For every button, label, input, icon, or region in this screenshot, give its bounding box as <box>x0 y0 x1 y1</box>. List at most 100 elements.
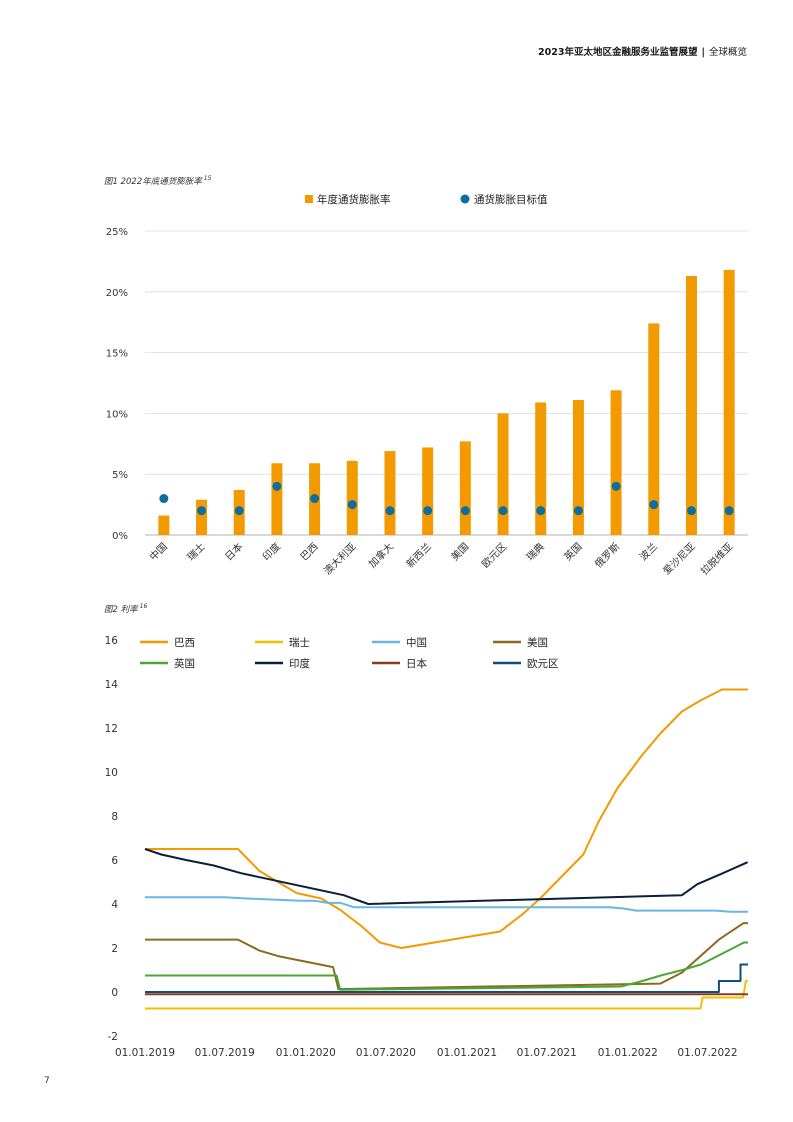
figure2-caption-text: 图2 利率 <box>104 605 138 615</box>
target-dot-11 <box>573 506 583 516</box>
y-tick-label: 16 <box>105 635 119 647</box>
x-tick-label: 拉脱维亚 <box>698 540 735 577</box>
y-tick-label: 6 <box>111 855 118 867</box>
figure1-caption: 图1 2022年底通货膨胀率 15 <box>104 175 211 187</box>
y-tick-label: 15% <box>106 349 128 360</box>
target-dot-7 <box>423 506 433 516</box>
header-separator: | <box>701 47 705 58</box>
y-tick-label: 5% <box>112 470 128 481</box>
bar-0 <box>158 515 170 535</box>
y-tick-label: 0 <box>111 987 118 999</box>
bar-15 <box>723 269 735 535</box>
bar-3 <box>271 463 283 535</box>
y-tick-label: 0% <box>112 531 128 542</box>
figure2-caption: 图2 利率 16 <box>104 603 147 615</box>
figure2-ref: 16 <box>139 603 148 611</box>
y-tick-label: -2 <box>108 1031 118 1043</box>
target-dot-5 <box>347 500 357 510</box>
y-tick-label: 20% <box>106 288 128 299</box>
target-dot-9 <box>498 506 508 516</box>
target-dot-12 <box>611 481 621 491</box>
x-tick-label: 01.07.2021 <box>517 1047 577 1059</box>
x-tick-label: 01.07.2020 <box>356 1047 416 1059</box>
x-tick-label: 爱沙尼亚 <box>660 540 697 577</box>
x-tick-label: 01.01.2019 <box>115 1047 175 1059</box>
bar-7 <box>422 447 434 535</box>
target-dot-3 <box>272 481 282 491</box>
legend-label-5: 印度 <box>289 657 310 670</box>
target-dot-6 <box>385 506 395 516</box>
interest-rate-line-chart: -2 0 2 4 6 8 10 12 14 16 01.01.2019 01.07.2019 01.01… <box>105 635 749 1059</box>
bar-9 <box>497 413 509 535</box>
x-tick-label: 01.07.2019 <box>195 1047 255 1059</box>
series-line-7 <box>145 963 748 993</box>
target-dot-2 <box>234 506 244 516</box>
x-tick-label: 01.01.2021 <box>437 1047 497 1059</box>
figure1-caption-text: 图1 2022年底通货膨胀率 <box>104 177 202 187</box>
x-tick-label: 印度 <box>260 540 283 563</box>
x-tick-label: 01.01.2022 <box>598 1047 658 1059</box>
x-tick-label: 01.01.2020 <box>276 1047 336 1059</box>
bar-14 <box>685 275 697 535</box>
y-tick-label: 25% <box>106 227 128 238</box>
y-tick-label: 12 <box>105 723 118 735</box>
bar-11 <box>572 400 584 535</box>
bar-6 <box>384 451 396 535</box>
x-tick-label: 波兰 <box>637 540 660 563</box>
bar-8 <box>459 441 471 535</box>
x-tick-label: 瑞典 <box>524 540 547 563</box>
target-dot-14 <box>686 506 696 516</box>
y-tick-label: 8 <box>111 811 118 823</box>
legend-label-1: 瑞士 <box>289 636 310 649</box>
bar-1 <box>196 499 208 535</box>
inflation-bar-chart: 年度通货膨胀率 通货膨胀目标值 0% 5% 10% 15% 20% 25% 中国 瑞士 日本 印度 巴西… <box>106 193 748 577</box>
x-tick-label: 加拿大 <box>366 540 396 570</box>
legend-label-0: 巴西 <box>174 637 195 649</box>
legend-bar-swatch <box>305 195 313 203</box>
target-dot-1 <box>197 506 207 516</box>
y-tick-label: 14 <box>105 679 119 691</box>
target-dot-8 <box>460 506 470 516</box>
x-tick-label: 澳大利亚 <box>321 540 358 577</box>
bar-12 <box>610 390 622 535</box>
x-tick-label: 欧元区 <box>479 541 509 571</box>
section-name: 全球概览 <box>708 47 747 58</box>
x-tick-label: 日本 <box>222 540 245 563</box>
target-dot-4 <box>310 494 320 504</box>
series-line-5 <box>144 848 749 905</box>
target-dot-15 <box>724 506 734 516</box>
page-number: 7 <box>44 1076 50 1086</box>
y-tick-label: 10% <box>106 409 128 420</box>
x-tick-label: 瑞士 <box>184 540 207 563</box>
legend-label-4: 英国 <box>174 657 195 670</box>
figure1-ref: 15 <box>203 175 212 183</box>
legend-label-3: 美国 <box>527 636 548 649</box>
x-tick-label: 巴西 <box>298 541 321 564</box>
y-tick-label: 4 <box>111 899 118 911</box>
series-line-3 <box>145 922 748 991</box>
bar-13 <box>648 323 660 535</box>
x-tick-label: 新西兰 <box>403 540 433 570</box>
series-line-4 <box>145 941 748 991</box>
legend-label-6: 日本 <box>406 657 427 670</box>
target-dot-10 <box>536 506 546 516</box>
report-title: 2023年亚太地区金融服务业监管展望 <box>538 47 698 58</box>
series-line-2 <box>145 896 748 913</box>
legend-bar-label: 年度通货膨胀率 <box>317 193 391 206</box>
x-tick-label: 01.07.2022 <box>677 1047 737 1059</box>
x-tick-label: 英国 <box>561 540 584 563</box>
y-tick-label: 10 <box>105 767 118 779</box>
series-line-1 <box>145 980 748 1010</box>
y-tick-label: 2 <box>111 943 118 955</box>
page-header: 2023年亚太地区金融服务业监管展望 | 全球概览 <box>538 44 747 58</box>
x-tick-label: 美国 <box>448 540 471 563</box>
x-tick-label: 俄罗斯 <box>592 540 622 570</box>
target-dot-13 <box>649 500 659 510</box>
legend-label-7: 欧元区 <box>527 658 559 670</box>
series-line-0 <box>145 688 748 949</box>
bar-5 <box>346 460 358 535</box>
bar-10 <box>535 402 547 535</box>
legend-dot-label: 通货膨胀目标值 <box>474 193 548 206</box>
legend-dot-swatch <box>460 194 470 204</box>
x-tick-label: 中国 <box>147 540 170 563</box>
